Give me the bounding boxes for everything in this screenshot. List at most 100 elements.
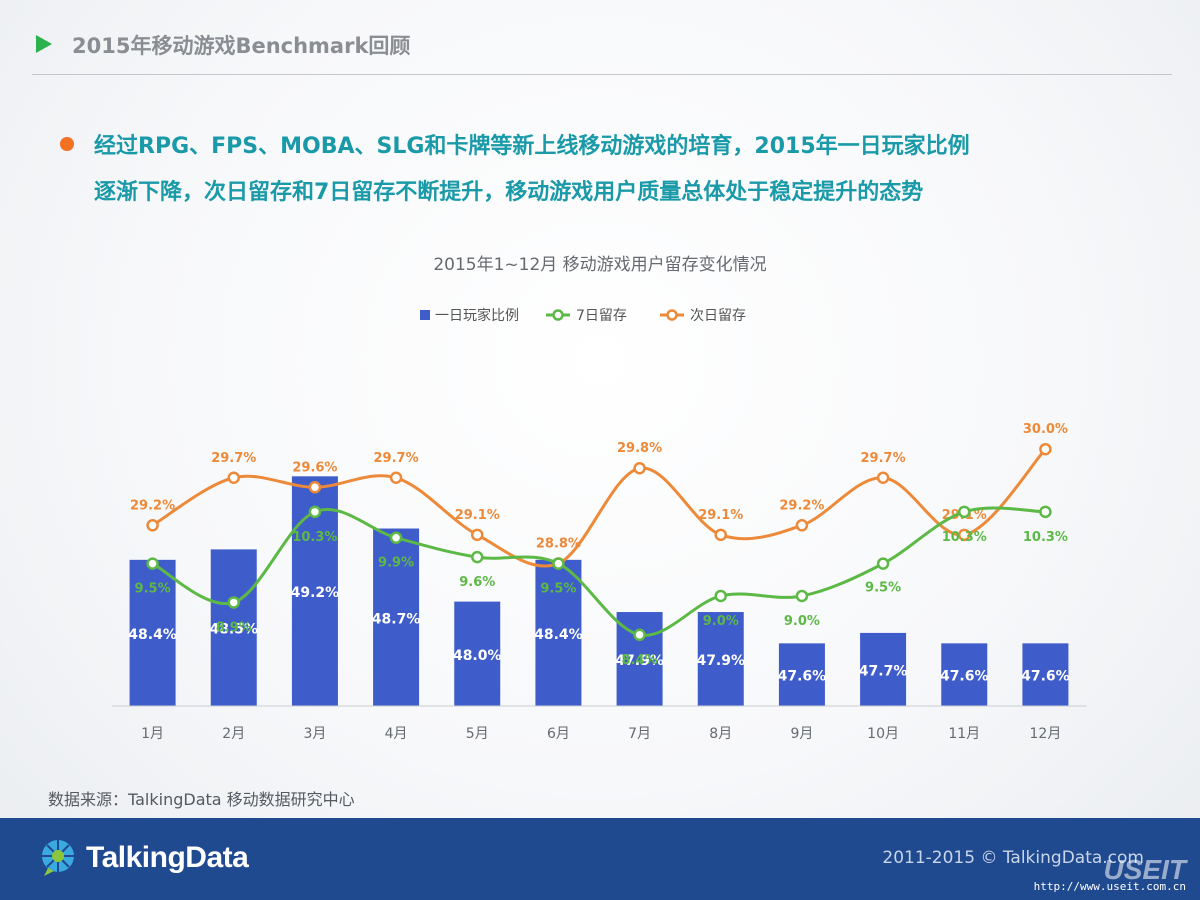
next-day-retention-point	[227, 471, 240, 485]
seven-day-retention-value-label: 9.6%	[459, 575, 495, 590]
x-tick-label: 11月	[948, 726, 980, 742]
x-tick-label: 2月	[222, 726, 245, 742]
slide-header: 2015年移动游戏Benchmark回顾	[0, 0, 1200, 76]
next-day-retention-value-label: 29.1%	[455, 508, 500, 523]
bar	[1022, 643, 1069, 706]
next-day-retention-point	[633, 461, 646, 475]
bar	[941, 643, 988, 706]
slide-title: 2015年移动游戏Benchmark回顾	[72, 34, 411, 58]
seven-day-retention-value-label: 10.3%	[292, 530, 337, 545]
bar	[454, 601, 501, 706]
talkingdata-logo: TalkingData	[40, 838, 249, 878]
next-day-retention-path	[151, 448, 1047, 568]
watermark-text: USEIT	[1103, 854, 1186, 885]
next-day-retention-value-label: 29.2%	[130, 498, 175, 513]
seven-day-retention-point	[958, 505, 971, 519]
seven-day-retention-point	[308, 505, 322, 519]
headline-block: 经过RPG、FPS、MOBA、SLG和卡牌等新上线移动游戏的培育，2015年一日…	[60, 124, 1170, 216]
next-day-retention-point	[958, 528, 971, 542]
seven-day-retention-point	[389, 531, 403, 544]
chart-legend: 一日玩家比例 7日留存 次日留存	[420, 307, 746, 324]
x-tick-label: 4月	[385, 726, 408, 742]
retention-chart: 2015年1~12月 移动游戏用户留存变化情况 一日玩家比例 7日留存 次日留存 4…	[112, 255, 1086, 742]
next-day-retention-value-label: 29.6%	[292, 460, 337, 475]
seven-day-retention-value-label: 9.0%	[784, 614, 820, 629]
bar	[697, 612, 744, 706]
bar	[778, 643, 825, 706]
next-day-retention-value-label: 29.8%	[617, 441, 662, 456]
seven-day-retention-value-label: 9.0%	[703, 614, 739, 629]
x-axis-ticks: 1月 2月 3月 4月 5月 6月 7月 8月 9月 10月 11月 12月	[141, 726, 1061, 742]
seven-day-retention-point	[146, 557, 159, 570]
bar	[373, 528, 420, 706]
bar-value-label: 47.9%	[615, 653, 664, 669]
watermark-url: http://www.useit.com.cn	[1033, 880, 1186, 893]
bar-value-label: 48.7%	[372, 611, 421, 627]
seven-day-retention-value-label: 10.3%	[1023, 530, 1068, 545]
next-day-retention-point	[714, 528, 727, 542]
bar-value-label: 47.9%	[696, 653, 745, 669]
next-day-retention-point	[1039, 442, 1052, 456]
x-tick-label: 8月	[709, 726, 732, 742]
bar-value-label: 49.2%	[291, 585, 340, 601]
legend-bar-swatch	[420, 310, 430, 320]
legend-label: 一日玩家比例	[435, 307, 519, 324]
next-day-retention-value-label: 29.1%	[698, 508, 743, 523]
next-day-retention-value-label: 28.8%	[536, 536, 581, 551]
bar-value-label: 47.6%	[940, 669, 989, 685]
legend-label: 次日留存	[690, 308, 746, 324]
seven-day-retention-value-label: 9.9%	[378, 556, 414, 571]
next-day-retention-point	[795, 519, 809, 532]
logo-text: TalkingData	[86, 841, 249, 874]
x-tick-label: 7月	[628, 726, 651, 742]
legend-marker	[666, 309, 678, 321]
next-day-retention-point	[146, 519, 159, 532]
x-tick-label: 5月	[466, 726, 489, 742]
next-day-retention-point	[308, 481, 322, 494]
seven-day-retention-value-label: 8.9%	[216, 620, 252, 635]
talkingdata-logo-icon	[42, 840, 74, 876]
bar-value-label: 48.5%	[209, 622, 258, 638]
next-day-retention-point	[389, 471, 403, 485]
legend-marker	[552, 309, 564, 321]
seven-day-retention-value-label: 9.5%	[135, 582, 171, 597]
bar-value-label: 48.0%	[453, 648, 502, 664]
seven-day-retention-value-label: 9.5%	[540, 582, 576, 597]
seven-day-retention-point	[227, 596, 240, 609]
line-series: 29.2% 29.7% 29.6% 29.7% 29.1% 28.8% 29.8% 29.1%…	[130, 422, 1068, 668]
next-day-retention-value-label: 30.0%	[1023, 422, 1068, 437]
seven-day-retention-point	[876, 557, 890, 570]
x-tick-label: 6月	[547, 726, 570, 742]
header-divider	[32, 74, 1172, 75]
bar	[860, 632, 907, 706]
bar-value-label: 48.4%	[534, 627, 583, 643]
bar	[129, 559, 176, 706]
bar-value-label: 47.6%	[778, 669, 827, 685]
bullet-dot-icon	[60, 137, 74, 151]
play-triangle-icon	[36, 35, 52, 53]
next-day-retention-value-label: 29.7%	[861, 451, 906, 466]
x-tick-label: 1月	[141, 726, 164, 742]
chart-title: 2015年1~12月 移动游戏用户留存变化情况	[433, 255, 766, 275]
seven-day-retention-point	[795, 589, 809, 603]
x-tick-label: 9月	[790, 726, 813, 742]
next-day-retention-value-label: 29.7%	[374, 451, 419, 466]
headline-line-1: 经过RPG、FPS、MOBA、SLG和卡牌等新上线移动游戏的培育，2015年一日…	[94, 134, 970, 159]
seven-day-retention-value-label: 9.5%	[865, 581, 901, 596]
bar-value-label: 47.7%	[859, 663, 908, 679]
seven-day-retention-point	[552, 557, 565, 570]
seven-day-retention-value-label: 10.3%	[942, 530, 987, 545]
seven-day-retention-point	[633, 628, 646, 642]
seven-day-retention-point	[1039, 505, 1052, 519]
seven-day-retention-point	[471, 550, 484, 564]
next-day-retention-value-label: 29.7%	[211, 451, 256, 466]
x-tick-label: 12月	[1030, 726, 1062, 742]
next-day-retention-value-label: 29.2%	[779, 498, 824, 513]
bar	[535, 559, 582, 706]
footer-bar: TalkingData 2011-2015 © TalkingData.com …	[0, 818, 1200, 900]
copyright-text: 2011-2015 © TalkingData.com	[882, 848, 1144, 868]
next-day-retention-point	[471, 528, 484, 542]
data-source-note: 数据来源：TalkingData 移动数据研究中心	[48, 790, 355, 809]
headline-text: 经过RPG、FPS、MOBA、SLG和卡牌等新上线移动游戏的培育，2015年一日…	[94, 124, 1170, 216]
seven-day-retention-path	[151, 506, 1046, 637]
